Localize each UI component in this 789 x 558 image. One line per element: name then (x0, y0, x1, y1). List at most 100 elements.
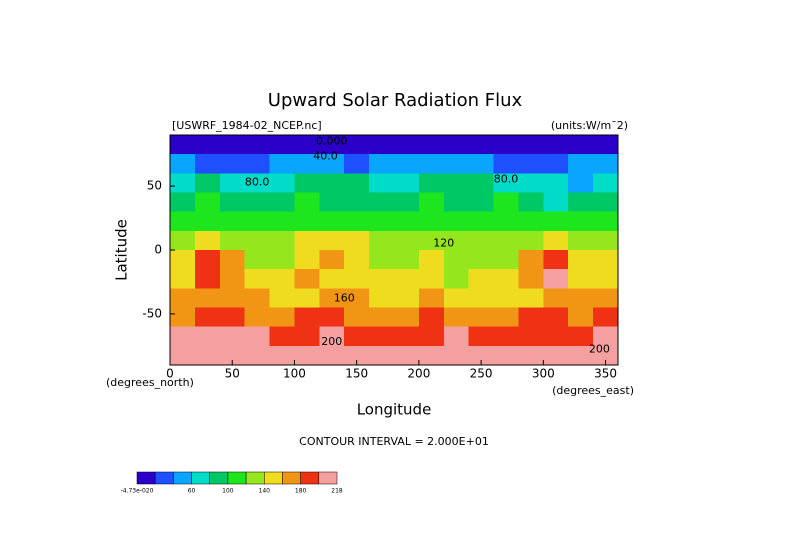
field-cell (443, 230, 470, 251)
field-cell (319, 230, 345, 251)
field-cell (194, 230, 221, 251)
field-cell (244, 307, 271, 328)
field-cell (593, 288, 619, 309)
field-cell (394, 345, 420, 366)
plot-area: 0.000 40.0 80.0 80.0 120 160 200 200 (170, 134, 619, 366)
field-cell (394, 211, 420, 232)
field-cell (319, 192, 345, 213)
field-cell (568, 192, 594, 213)
field-cell (194, 288, 221, 309)
field-cell (369, 250, 395, 270)
field-cell (543, 307, 569, 328)
field-cell (493, 326, 520, 347)
field-cell (170, 154, 196, 174)
field-cell (344, 192, 370, 213)
field-cell (493, 307, 520, 328)
field-cell (468, 211, 495, 232)
field-cell (418, 192, 445, 213)
field-cell (219, 250, 246, 270)
contour-interval: CONTOUR INTERVAL = 2.000E+01 (299, 435, 489, 448)
field-cell (418, 307, 445, 328)
field-cell (319, 288, 345, 309)
field-cell (294, 307, 320, 328)
contour-label: 80.0 (494, 173, 519, 186)
field-cell (269, 307, 296, 328)
field-cell (443, 211, 470, 232)
field-cell (194, 250, 221, 270)
field-cell (194, 135, 221, 155)
field-cell (518, 192, 544, 213)
field-cell (369, 154, 395, 174)
field-cell (244, 135, 271, 155)
field-cell (219, 135, 246, 155)
field-cell (568, 288, 594, 309)
field-cell (319, 326, 345, 347)
field-cell (518, 269, 544, 289)
field-cell (170, 250, 196, 270)
field-cell (344, 288, 370, 309)
field-cell (194, 307, 221, 328)
field-cell (294, 250, 320, 270)
field-cell (319, 135, 345, 155)
field-cell (543, 211, 569, 232)
field-cell (269, 154, 296, 174)
field-cell (319, 154, 345, 174)
field-cell (593, 250, 619, 270)
colorbar-label: -4.73e-020 (121, 488, 154, 495)
field-cell (593, 154, 619, 174)
x-tick-label: 100 (283, 367, 306, 381)
field-cell (418, 173, 445, 194)
field-cell (568, 211, 594, 232)
field-cell (543, 192, 569, 213)
field-cell (369, 269, 395, 289)
field-cell (219, 307, 246, 328)
x-tick-label: 200 (407, 367, 430, 381)
x-tick-label: 50 (225, 367, 240, 381)
field-cell (269, 230, 296, 251)
field-cell (543, 230, 569, 251)
field-cell (170, 173, 196, 194)
field-cell (394, 192, 420, 213)
field-cell (269, 326, 296, 347)
field-cell (344, 345, 370, 366)
field-cell (518, 154, 544, 174)
field-cell (443, 173, 470, 194)
colorbar-box (173, 471, 192, 485)
field-cell (294, 192, 320, 213)
field-cell (518, 135, 544, 155)
field-cell (319, 211, 345, 232)
field-cell (493, 345, 520, 366)
x-axis-title: Longitude (357, 401, 432, 419)
field-cell (518, 288, 544, 309)
field-cell (418, 211, 445, 232)
field-cell (294, 154, 320, 174)
field-cell (443, 192, 470, 213)
field-cell (493, 135, 520, 155)
x-tick-label: 300 (532, 367, 555, 381)
field-cell (394, 307, 420, 328)
field-cell (443, 250, 470, 270)
field-cell (468, 345, 495, 366)
field-cell (468, 326, 495, 347)
field-cell (394, 135, 420, 155)
field-cell (394, 269, 420, 289)
field-cell (244, 250, 271, 270)
field-cell (518, 230, 544, 251)
field-cell (369, 307, 395, 328)
field-cell (543, 154, 569, 174)
field-cell (593, 135, 619, 155)
field-cell (493, 154, 520, 174)
field-cell (568, 269, 594, 289)
x-tick-label: 150 (345, 367, 368, 381)
colorbar-box (154, 471, 174, 485)
field-cell (319, 307, 345, 328)
field-cell (244, 269, 271, 289)
field-cell (219, 192, 246, 213)
colorbar-box (245, 471, 265, 485)
field-cell (443, 269, 470, 289)
field-cell (294, 230, 320, 251)
field-cell (568, 345, 594, 366)
field-cell (543, 135, 569, 155)
field-cell (568, 307, 594, 328)
field-cell (468, 269, 495, 289)
